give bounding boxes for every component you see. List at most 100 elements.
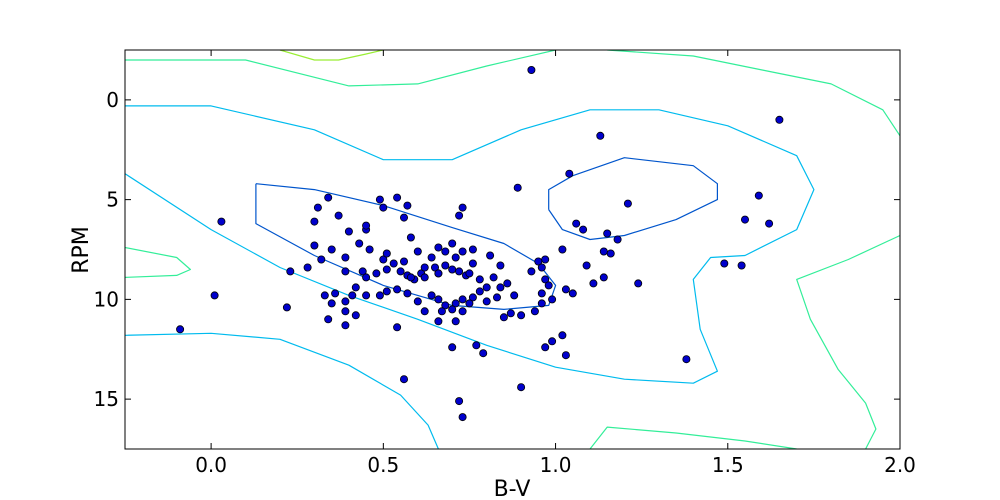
data-point: [458, 203, 467, 212]
data-point: [486, 251, 495, 260]
data-point: [458, 307, 467, 316]
data-point: [754, 191, 763, 200]
data-point: [341, 267, 350, 276]
data-point: [527, 267, 536, 276]
data-point: [468, 293, 477, 302]
data-point: [331, 289, 340, 298]
data-point: [441, 301, 450, 310]
data-point: [413, 247, 422, 256]
data-point: [365, 245, 374, 254]
data-point: [558, 245, 567, 254]
data-point: [341, 307, 350, 316]
data-point: [496, 283, 505, 292]
contour-outer-2: [607, 50, 900, 137]
data-point: [468, 245, 477, 254]
data-point: [413, 297, 422, 306]
data-point: [427, 291, 436, 300]
data-point: [448, 305, 457, 314]
data-point: [362, 221, 371, 230]
data-point: [634, 279, 643, 288]
data-point: [510, 291, 519, 300]
data-point: [541, 275, 550, 284]
contour-middle-1: [125, 332, 439, 449]
data-point: [568, 289, 577, 298]
data-point: [599, 273, 608, 282]
data-point: [362, 291, 371, 300]
data-point: [393, 193, 402, 202]
contour-inner-0: [255, 183, 557, 310]
data-point: [579, 225, 588, 234]
data-point: [458, 247, 467, 256]
y-tick-label: 15: [94, 387, 119, 411]
data-point: [324, 315, 333, 324]
data-point: [389, 259, 398, 268]
data-point: [341, 297, 350, 306]
data-point: [362, 273, 371, 282]
data-point: [737, 261, 746, 270]
data-point: [468, 259, 477, 268]
data-point: [406, 233, 415, 242]
data-point: [310, 241, 319, 250]
data-point: [465, 269, 474, 278]
data-point: [482, 297, 491, 306]
data-point: [282, 303, 291, 312]
x-tick-label: 0.5: [367, 453, 399, 477]
data-point: [475, 287, 484, 296]
data-point: [506, 309, 515, 318]
data-point: [561, 351, 570, 360]
data-point: [455, 397, 464, 406]
data-point: [475, 275, 484, 284]
data-point: [537, 299, 546, 308]
y-axis-label: RPM: [69, 226, 94, 274]
data-point: [430, 263, 439, 272]
contour-outer-1: [125, 246, 191, 278]
data-point: [351, 311, 360, 320]
data-point: [472, 341, 481, 350]
data-point: [358, 267, 367, 276]
data-point: [537, 289, 546, 298]
data-point: [606, 249, 615, 258]
data-point: [541, 343, 550, 352]
data-point: [517, 311, 526, 320]
data-point: [286, 267, 295, 276]
data-point: [548, 295, 557, 304]
data-point: [427, 253, 436, 262]
data-point: [355, 239, 364, 248]
data-point: [382, 287, 391, 296]
data-point: [348, 291, 357, 300]
x-axis-label: B-V: [494, 477, 531, 500]
contour-outer-0: [125, 50, 556, 87]
data-point: [217, 217, 226, 226]
data-point: [589, 279, 598, 288]
data-point: [420, 263, 429, 272]
data-point: [351, 283, 360, 292]
data-point: [375, 291, 384, 300]
data-point: [313, 203, 322, 212]
data-point: [572, 219, 581, 228]
data-point: [465, 299, 474, 308]
data-point: [320, 291, 329, 300]
data-point: [393, 285, 402, 294]
data-point: [437, 307, 446, 316]
data-point: [448, 343, 457, 352]
data-point: [596, 131, 605, 140]
data-point: [403, 289, 412, 298]
data-point: [382, 249, 391, 258]
x-tick-label: 2.0: [884, 453, 916, 477]
x-tick-label: 1.0: [540, 453, 572, 477]
data-point: [341, 253, 350, 262]
data-point: [303, 263, 312, 272]
data-point: [451, 253, 460, 262]
data-point: [310, 217, 319, 226]
data-point: [599, 247, 608, 256]
data-point: [513, 183, 522, 192]
y-tick-label: 10: [94, 287, 119, 311]
data-point: [403, 201, 412, 210]
data-point: [441, 247, 450, 256]
data-point: [451, 317, 460, 326]
density-contours: [125, 50, 900, 449]
data-point: [479, 349, 488, 358]
data-point: [379, 203, 388, 212]
